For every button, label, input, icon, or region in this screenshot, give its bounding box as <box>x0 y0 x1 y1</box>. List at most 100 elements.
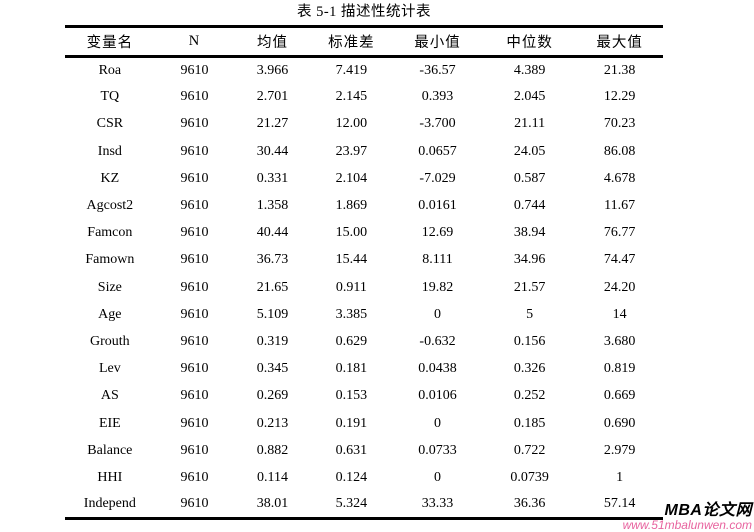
value-cell: 15.00 <box>335 225 368 241</box>
value-cell: 1.358 <box>256 198 289 214</box>
value-cell: 11.67 <box>604 198 636 214</box>
value-cell: 74.47 <box>603 252 636 268</box>
value-cell: 33.33 <box>421 496 454 512</box>
value-cell: 21.65 <box>256 279 289 295</box>
variable-name-cell: TQ <box>100 89 120 105</box>
value-cell: 9610 <box>180 89 209 105</box>
variable-name-cell: Famown <box>85 252 135 268</box>
column-header-min: 最小值 <box>392 26 483 58</box>
variable-name-cell: Balance <box>87 442 133 458</box>
variable-name-cell: EIE <box>98 415 121 431</box>
value-cell: 0.744 <box>513 198 546 214</box>
watermark-brand: MBA论文网 <box>664 501 752 519</box>
watermark-url-link[interactable]: www.51mbalunwen.com <box>622 518 752 532</box>
value-cell: 3.385 <box>335 306 368 322</box>
variable-name-cell: Roa <box>98 62 122 78</box>
value-cell: 0.153 <box>335 388 368 404</box>
value-cell: 0.0657 <box>418 143 457 159</box>
table-row: CSR 9610 21.27 12.00 -3.700 21.11 70.23 <box>65 111 663 138</box>
value-cell: 9610 <box>180 496 209 512</box>
table-row: Insd 9610 30.44 23.97 0.0657 24.05 86.08 <box>65 138 663 165</box>
table-title: 表 5-1 描述性统计表 <box>296 4 432 20</box>
value-cell: -3.700 <box>419 116 456 132</box>
value-cell: 9610 <box>180 116 209 132</box>
table-row: Roa 9610 3.966 7.419 -36.57 4.389 21.38 <box>65 57 663 84</box>
value-cell: 0 <box>434 306 441 322</box>
table-row: Famcon 9610 40.44 15.00 12.69 38.94 76.77 <box>65 220 663 247</box>
value-cell: 21.57 <box>513 279 546 295</box>
value-cell: 30.44 <box>256 143 289 159</box>
table-row: Agcost2 9610 1.358 1.869 0.0161 0.744 11.67 <box>65 192 663 219</box>
value-cell: 0.0438 <box>418 361 457 377</box>
value-cell: 21.11 <box>514 116 546 132</box>
value-cell: 0.191 <box>335 415 368 431</box>
value-cell: 0.0739 <box>510 469 549 485</box>
value-cell: 1 <box>616 469 624 485</box>
value-cell: 70.23 <box>603 116 636 132</box>
table-row: EIE 9610 0.213 0.191 0 0.185 0.690 <box>65 410 663 437</box>
value-cell: 86.08 <box>603 143 636 159</box>
value-cell: 36.73 <box>256 252 289 268</box>
value-cell: 14 <box>612 306 627 322</box>
value-cell: 0.0161 <box>418 198 457 214</box>
table-row: Lev 9610 0.345 0.181 0.0438 0.326 0.819 <box>65 356 663 383</box>
table-body: Roa 9610 3.966 7.419 -36.57 4.389 21.38 TQ 9610 2… <box>65 57 663 519</box>
value-cell: 36.36 <box>513 496 546 512</box>
value-cell: 4.389 <box>513 62 546 78</box>
value-cell: 4.678 <box>603 170 636 186</box>
watermark: MBA论文网 www.51mbalunwen.com <box>622 501 752 532</box>
value-cell: 0.0106 <box>418 388 457 404</box>
value-cell: 5.109 <box>256 306 289 322</box>
table-row: AS 9610 0.269 0.153 0.0106 0.252 0.669 <box>65 383 663 410</box>
value-cell: 5 <box>526 306 534 322</box>
value-cell: 9610 <box>180 170 209 186</box>
variable-name-cell: Lev <box>98 361 121 377</box>
variable-name-cell: KZ <box>100 170 120 186</box>
value-cell: 9610 <box>180 388 209 404</box>
value-cell: 19.82 <box>421 279 454 295</box>
value-cell: 0.252 <box>513 388 546 404</box>
value-cell: 2.145 <box>335 89 368 105</box>
value-cell: 0.319 <box>256 333 289 349</box>
value-cell: 7.419 <box>335 62 368 78</box>
value-cell: 8.111 <box>422 252 453 268</box>
table-row: Famown 9610 36.73 15.44 8.111 34.96 74.47 <box>65 247 663 274</box>
value-cell: 0 <box>434 469 441 485</box>
value-cell: 0.156 <box>513 333 546 349</box>
column-header-mean: 均值 <box>234 26 311 58</box>
table-header-row: 变量名 N 均值 标准差 最小值 中位数 最大值 <box>65 26 663 58</box>
value-cell: 0.631 <box>335 442 368 458</box>
value-cell: 0.587 <box>513 170 546 186</box>
value-cell: 23.97 <box>335 143 368 159</box>
value-cell: -36.57 <box>419 62 456 78</box>
value-cell: 57.14 <box>603 496 636 512</box>
value-cell: 9610 <box>180 333 209 349</box>
table-row: Independ 9610 38.01 5.324 33.33 36.36 57.14 <box>65 492 663 519</box>
variable-name-cell: Famcon <box>87 225 133 241</box>
value-cell: 38.94 <box>513 225 546 241</box>
value-cell: 0.326 <box>513 361 546 377</box>
variable-name-cell: Independ <box>83 496 136 512</box>
value-cell: 9610 <box>180 252 209 268</box>
value-cell: 9610 <box>180 415 209 431</box>
column-header-max: 最大值 <box>576 26 663 58</box>
value-cell: 12.69 <box>421 225 454 241</box>
value-cell: 2.701 <box>256 89 289 105</box>
value-cell: 9610 <box>180 361 209 377</box>
value-cell: 2.104 <box>335 170 368 186</box>
value-cell: 21.38 <box>603 62 636 78</box>
variable-name-cell: Size <box>97 279 122 295</box>
table-row: HHI 9610 0.114 0.124 0 0.0739 1 <box>65 464 663 491</box>
value-cell: 0.819 <box>603 361 636 377</box>
column-header-variable: 变量名 <box>65 26 155 58</box>
value-cell: 12.29 <box>603 89 636 105</box>
value-cell: 9610 <box>180 279 209 295</box>
value-cell: 0.114 <box>256 469 288 485</box>
value-cell: 0.690 <box>603 415 636 431</box>
value-cell: 9610 <box>180 469 209 485</box>
value-cell: 12.00 <box>335 116 368 132</box>
value-cell: 34.96 <box>513 252 546 268</box>
variable-name-cell: Grouth <box>90 333 130 349</box>
value-cell: 2.979 <box>603 442 636 458</box>
value-cell: 0.124 <box>335 469 368 485</box>
